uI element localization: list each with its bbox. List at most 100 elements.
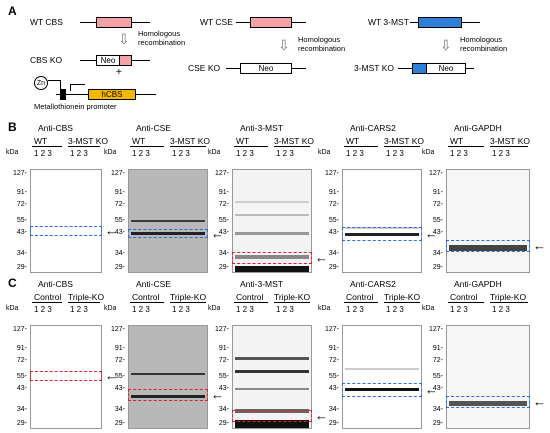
3mst-neo-box: Neo bbox=[426, 63, 466, 74]
kda-marker: 127- bbox=[12, 326, 27, 334]
kda-marker: 72- bbox=[114, 201, 125, 209]
protein-band bbox=[131, 394, 205, 398]
kda-marker: 43- bbox=[16, 229, 27, 237]
blot-title: Anti-CARS2 bbox=[350, 279, 396, 289]
highlight-box bbox=[342, 383, 422, 398]
kda-marker: 34- bbox=[328, 406, 339, 414]
homologous-label-2: Homologous bbox=[298, 35, 341, 44]
protein-band bbox=[235, 201, 309, 204]
blot-membrane bbox=[446, 169, 530, 273]
kda-marker: 127- bbox=[110, 326, 125, 334]
lane-numbers-2: 1 2 3 bbox=[172, 149, 190, 158]
cbs-ko-label: CBS KO bbox=[30, 55, 63, 65]
kda-marker: 29- bbox=[432, 419, 443, 427]
blot-membrane bbox=[232, 169, 312, 273]
kda-marker: 72- bbox=[16, 201, 27, 209]
kda-marker: 91- bbox=[432, 344, 443, 352]
kda-marker: 91- bbox=[218, 188, 229, 196]
wt-cse-label: WT CSE bbox=[200, 17, 233, 27]
kda-marker: 72- bbox=[16, 357, 27, 365]
group-label-2: Triple-KO bbox=[170, 292, 207, 302]
group-label-1: Control bbox=[34, 292, 62, 302]
kda-marker: 55- bbox=[114, 217, 125, 224]
arrow-left-icon: ← bbox=[425, 382, 438, 398]
kda-marker: 72- bbox=[328, 357, 339, 365]
group-underline-1 bbox=[130, 146, 164, 147]
kda-marker: 34- bbox=[114, 406, 125, 414]
kda-marker: 72- bbox=[218, 357, 229, 365]
kda-header: kDa bbox=[104, 149, 117, 156]
kda-marker: 55- bbox=[218, 373, 229, 380]
arrow-left-icon: ← bbox=[533, 237, 546, 253]
group-label-1: Control bbox=[450, 292, 478, 302]
kda-marker: 43- bbox=[114, 229, 125, 237]
group-underline-1 bbox=[448, 302, 484, 303]
kda-marker: 91- bbox=[328, 188, 339, 196]
blot-title: Anti-CBS bbox=[38, 123, 73, 133]
kda-marker: 91- bbox=[432, 188, 443, 196]
kda-marker: 29- bbox=[114, 419, 125, 427]
kda-marker: 55- bbox=[16, 373, 27, 380]
blot-membrane bbox=[342, 325, 422, 429]
blot-title: Anti-GAPDH bbox=[454, 279, 502, 289]
group-underline-1 bbox=[130, 302, 164, 303]
highlight-box bbox=[30, 370, 102, 381]
down-arrow-icon: ⇩ bbox=[118, 31, 130, 47]
zinc-icon: Zn bbox=[34, 76, 48, 90]
wt-cse-gene-box bbox=[250, 17, 292, 28]
blot-title: Anti-3-MST bbox=[240, 279, 283, 289]
kda-marker: 55- bbox=[114, 373, 125, 380]
protein-band bbox=[131, 232, 205, 236]
kda-header: kDa bbox=[318, 149, 331, 156]
kda-marker: 127- bbox=[214, 170, 229, 178]
lane-numbers-1: 1 2 3 bbox=[34, 149, 52, 158]
kda-header: kDa bbox=[208, 149, 221, 156]
blot-membrane bbox=[342, 169, 422, 273]
lane-numbers-2: 1 2 3 bbox=[70, 149, 88, 158]
protein-band bbox=[449, 400, 527, 406]
lane-numbers-2: 1 2 3 bbox=[70, 305, 88, 314]
arrow-left-icon: ← bbox=[105, 223, 118, 239]
blot-membrane bbox=[446, 325, 530, 429]
kda-marker: 55- bbox=[16, 217, 27, 224]
highlight-box bbox=[446, 395, 530, 408]
highlight-box bbox=[30, 226, 102, 237]
kda-header: kDa bbox=[104, 305, 117, 312]
protein-band bbox=[235, 369, 309, 373]
arrow-left-icon: ← bbox=[533, 393, 546, 409]
protein-band bbox=[345, 233, 419, 237]
kda-marker: 43- bbox=[16, 385, 27, 393]
group-underline-2 bbox=[170, 146, 206, 147]
kda-marker: 91- bbox=[114, 188, 125, 196]
protein-band bbox=[235, 388, 309, 391]
kda-marker: 127- bbox=[214, 326, 229, 334]
3mst-ko-label: 3-MST KO bbox=[354, 63, 394, 73]
kda-marker: 29- bbox=[16, 419, 27, 427]
highlight-box bbox=[342, 227, 422, 242]
protein-band bbox=[131, 219, 205, 222]
down-arrow-icon: ⇩ bbox=[278, 37, 290, 53]
lane-numbers-2: 1 2 3 bbox=[386, 149, 404, 158]
blot-membrane bbox=[128, 325, 208, 429]
wt-cbs-label: WT CBS bbox=[30, 17, 63, 27]
arrow-left-icon: ← bbox=[211, 387, 224, 403]
protein-band bbox=[235, 357, 309, 361]
transcription-arrow-icon bbox=[70, 84, 85, 91]
lane-numbers-2: 1 2 3 bbox=[276, 305, 294, 314]
kda-marker: 29- bbox=[16, 263, 27, 271]
kda-marker: 29- bbox=[328, 263, 339, 271]
protein-band bbox=[235, 419, 309, 428]
cbs-neo-box: Neo bbox=[96, 55, 120, 66]
kda-marker: 43- bbox=[432, 229, 443, 237]
arrow-left-icon: ← bbox=[315, 250, 328, 266]
kda-marker: 29- bbox=[218, 263, 229, 271]
protein-band bbox=[235, 213, 309, 216]
protein-band bbox=[449, 244, 527, 251]
kda-header: kDa bbox=[422, 149, 435, 156]
group-underline-2 bbox=[68, 146, 100, 147]
blot-title: Anti-GAPDH bbox=[454, 123, 502, 133]
kda-marker: 55- bbox=[432, 217, 443, 224]
group-underline-2 bbox=[274, 146, 310, 147]
kda-marker: 34- bbox=[16, 250, 27, 258]
group-label-1: Control bbox=[132, 292, 160, 302]
